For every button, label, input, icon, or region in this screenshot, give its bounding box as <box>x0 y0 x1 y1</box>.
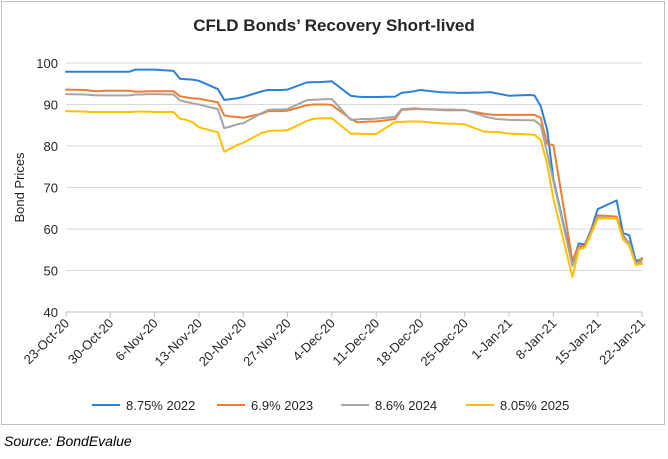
y-tick-label: 60 <box>44 222 58 237</box>
legend-label: 8.6% 2024 <box>375 398 437 413</box>
y-tick-label: 50 <box>44 264 58 279</box>
series-line-2 <box>65 88 643 266</box>
y-tick-label: 40 <box>44 305 58 320</box>
y-tick-label: 70 <box>44 181 58 196</box>
source-note: Source: BondEvalue <box>4 433 132 449</box>
x-tick-label: 23-Oct-20 <box>21 316 72 367</box>
chart-frame: CFLD Bonds’ Recovery Short-lived 40 50 60 7… <box>1 1 665 425</box>
x-tick-label: 1-Jan-21 <box>468 316 515 363</box>
y-tick-label: 100 <box>36 56 58 71</box>
y-axis-label: Bond Prices <box>12 152 27 223</box>
x-tick-label: 22-Jan-21 <box>596 316 648 368</box>
x-tick-label: 30-Oct-20 <box>65 316 116 367</box>
series-line-3 <box>65 93 643 267</box>
legend-label: 6.9% 2023 <box>251 398 313 413</box>
x-tick-label: 25-Dec-20 <box>417 316 471 370</box>
chart-title: CFLD Bonds’ Recovery Short-lived <box>193 16 475 35</box>
series-line-4 <box>65 110 643 279</box>
x-tick-label: 15-Jan-21 <box>552 316 604 368</box>
x-tick-label: 27-Nov-20 <box>240 316 294 370</box>
legend-label: 8.75% 2022 <box>126 398 195 413</box>
series-line-1 <box>65 68 643 265</box>
y-tick-label: 90 <box>44 98 58 113</box>
y-tick-label: 80 <box>44 139 58 154</box>
line-chart: 40506070809010023-Oct-2030-Oct-206-Nov-2… <box>12 56 648 413</box>
legend-label: 8.05% 2025 <box>500 398 569 413</box>
